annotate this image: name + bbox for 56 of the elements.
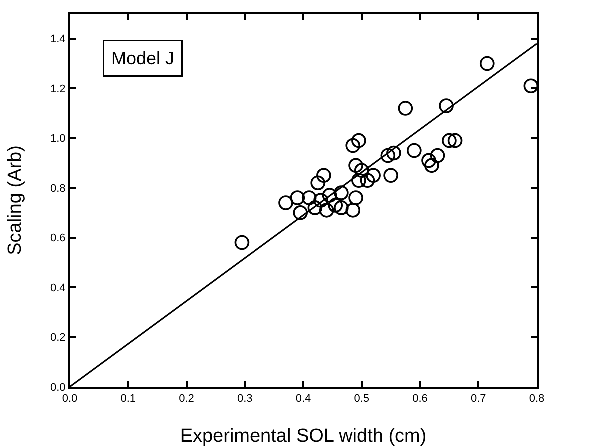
y-tick-label: 1.0 [50,133,66,146]
x-tick-label: 0.4 [296,393,312,406]
point [328,198,344,213]
x-tick-label: 0.1 [120,393,136,406]
y-tick-label: 0.2 [50,332,66,344]
y-tick-label: 1.4 [50,34,66,46]
point [234,235,250,250]
point [352,133,366,148]
point [334,186,349,200]
point [319,203,334,218]
point [354,163,370,178]
y-tick-label: 0.6 [50,232,66,245]
y-axis-title: Scaling (Arb) [5,146,26,256]
point [380,148,396,164]
x-tick-label: 0.6 [412,393,428,406]
x-tick-label: 0.5 [354,393,370,406]
point [348,190,364,206]
point [439,98,454,114]
y-tick-label: 0.8 [50,182,66,195]
point [384,168,398,184]
x-tick-label: 0.7 [470,393,486,406]
point [310,176,326,190]
point [346,138,361,154]
point [386,146,402,161]
point [302,190,317,206]
point [480,56,495,72]
point [442,133,457,148]
y-tick-label: 1.2 [50,83,66,96]
point [314,193,328,208]
point [308,200,323,216]
y-tick-label: 0.4 [50,282,66,294]
point [430,148,446,164]
point [524,78,537,94]
point [448,133,463,148]
point [407,143,422,158]
point [316,168,332,184]
x-tick-label: 0.8 [529,393,545,406]
point [334,200,349,216]
point [278,196,294,210]
point [398,101,414,116]
point [293,206,308,220]
point [352,173,366,188]
point [422,153,436,168]
point [346,203,361,218]
point [424,158,440,174]
x-axis-title: Experimental SOL width (cm) [180,426,427,447]
x-tick-label: 0.3 [237,393,253,406]
point [290,190,306,206]
point [322,188,338,203]
annotation: Model J [112,48,175,68]
point [360,173,376,188]
point [348,158,364,174]
x-tick-label: 0.2 [179,393,194,406]
x-tick-label: 0.0 [62,393,78,406]
point [366,168,381,184]
y-tick-label: 0.0 [50,382,66,394]
